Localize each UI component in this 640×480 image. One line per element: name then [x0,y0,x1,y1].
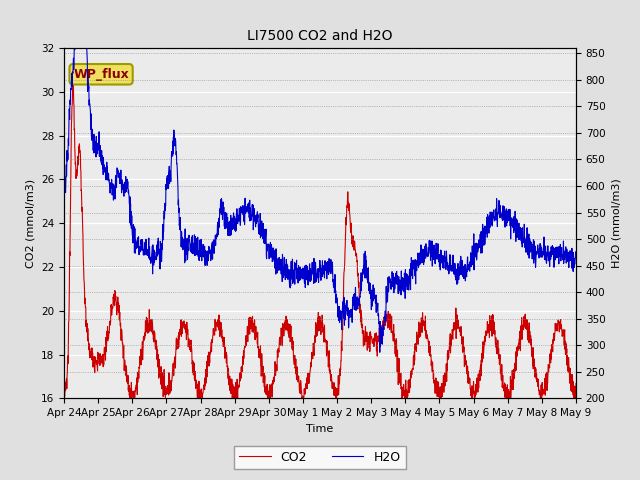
Line: H2O: H2O [64,48,576,352]
Legend: CO2, H2O: CO2, H2O [234,446,406,469]
CO2 [296,390,304,396]
CO2 [69,76,77,82]
Y-axis label: CO2 (mmol/m3): CO2 (mmol/m3) [26,179,35,268]
H2O [70,45,78,51]
H2O [86,107,94,113]
CO2 [128,396,136,401]
Line: CO2: CO2 [64,79,576,398]
CO2 [464,364,472,370]
X-axis label: Time: Time [307,424,333,433]
H2O [572,251,580,256]
H2O [557,251,565,257]
CO2 [310,342,317,348]
H2O [60,195,68,201]
CO2 [86,354,94,360]
CO2 [572,381,580,386]
CO2 [60,392,68,398]
H2O [464,254,472,260]
CO2 [557,322,565,328]
H2O [296,278,303,284]
H2O [309,267,317,273]
H2O [558,245,566,251]
H2O [376,349,383,355]
Title: LI7500 CO2 and H2O: LI7500 CO2 and H2O [247,29,393,43]
Text: WP_flux: WP_flux [73,68,129,81]
CO2 [558,327,566,333]
Y-axis label: H2O (mmol/m3): H2O (mmol/m3) [611,179,621,268]
